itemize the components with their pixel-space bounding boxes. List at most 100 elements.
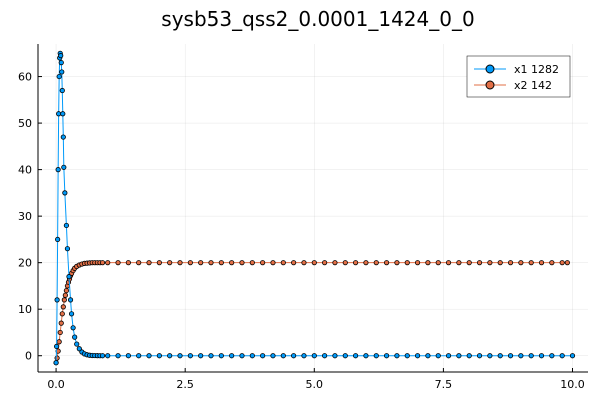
legend-marker [485,64,495,74]
data-point [125,353,131,359]
data-point [270,260,276,266]
data-point [549,260,555,266]
data-point [373,260,379,266]
data-point [218,260,224,266]
data-point [57,329,63,336]
x-ticks: 0.0 2.5 5.0 7.5 10.0 [47,368,585,391]
data-point [538,260,545,266]
data-point [353,353,359,359]
y-tick-label: 10 [18,303,32,316]
data-point [58,53,64,59]
data-point [291,353,297,359]
data-point [156,260,162,266]
data-point [55,348,61,354]
data-point [62,190,68,196]
data-point [58,60,64,66]
data-point [60,111,66,117]
data-point [507,353,514,359]
data-point [466,260,472,266]
x-tick-label: 10.0 [560,378,585,391]
series-layer [53,50,576,366]
x-tick-label: 7.5 [435,378,453,391]
data-point [569,353,576,359]
legend-marker [485,80,495,90]
data-point [414,353,421,359]
data-point [146,260,152,266]
data-point [435,353,441,359]
data-point [466,353,472,359]
data-point [59,311,65,317]
data-point [445,260,452,266]
data-point [99,353,106,359]
data-point [363,260,369,266]
data-point [353,260,359,266]
series-line [55,262,568,363]
data-point [177,353,183,359]
data-point [229,260,235,266]
data-point [528,353,534,359]
x-tick-label: 5.0 [306,378,324,391]
data-point [322,353,328,359]
legend-label: x1 1282 [514,63,559,76]
data-point [136,260,142,266]
data-point [497,260,503,266]
data-point [559,260,565,266]
data-point [301,260,307,266]
data-point [404,353,410,359]
data-point [60,134,66,140]
data-point [53,360,59,366]
y-tick-label: 30 [18,210,32,223]
data-point [66,274,72,280]
data-point [105,260,111,266]
data-point [280,260,286,266]
legend: x1 1282 x2 142 [466,55,571,98]
y-tick-label: 50 [18,117,32,130]
data-point [167,353,173,359]
data-point [373,353,379,359]
data-point [239,260,245,266]
data-point [56,73,62,80]
y-tick-label: 40 [18,164,32,177]
data-point [518,353,524,359]
data-point [342,260,348,266]
data-point [476,260,483,266]
data-point [60,304,66,310]
data-point [64,246,71,252]
data-point [564,260,570,266]
data-point [59,87,65,94]
data-point [218,353,224,359]
y-tick-label: 20 [18,257,32,270]
data-point [156,353,162,359]
data-point [507,260,514,266]
data-point [425,260,431,266]
data-point [363,353,369,359]
data-point [55,236,61,243]
data-point [187,260,193,266]
data-point [76,346,82,352]
data-point [167,260,173,266]
legend-box [466,55,571,98]
data-point [208,353,214,359]
data-point [487,260,493,266]
data-point [208,260,214,266]
data-point [67,297,74,303]
data-point [61,164,67,170]
data-point [136,353,142,359]
data-point [487,353,493,359]
data-point [146,353,152,359]
data-point [63,287,70,294]
data-point [105,353,111,359]
data-point [58,320,64,326]
data-point [68,311,75,317]
data-point [456,260,462,266]
data-point [322,260,328,266]
data-point [56,339,62,345]
data-point [177,260,183,266]
data-point [260,353,266,359]
data-point [249,353,255,359]
data-point [538,353,545,359]
data-point [383,260,390,266]
data-point [332,353,338,359]
data-point [59,69,65,75]
